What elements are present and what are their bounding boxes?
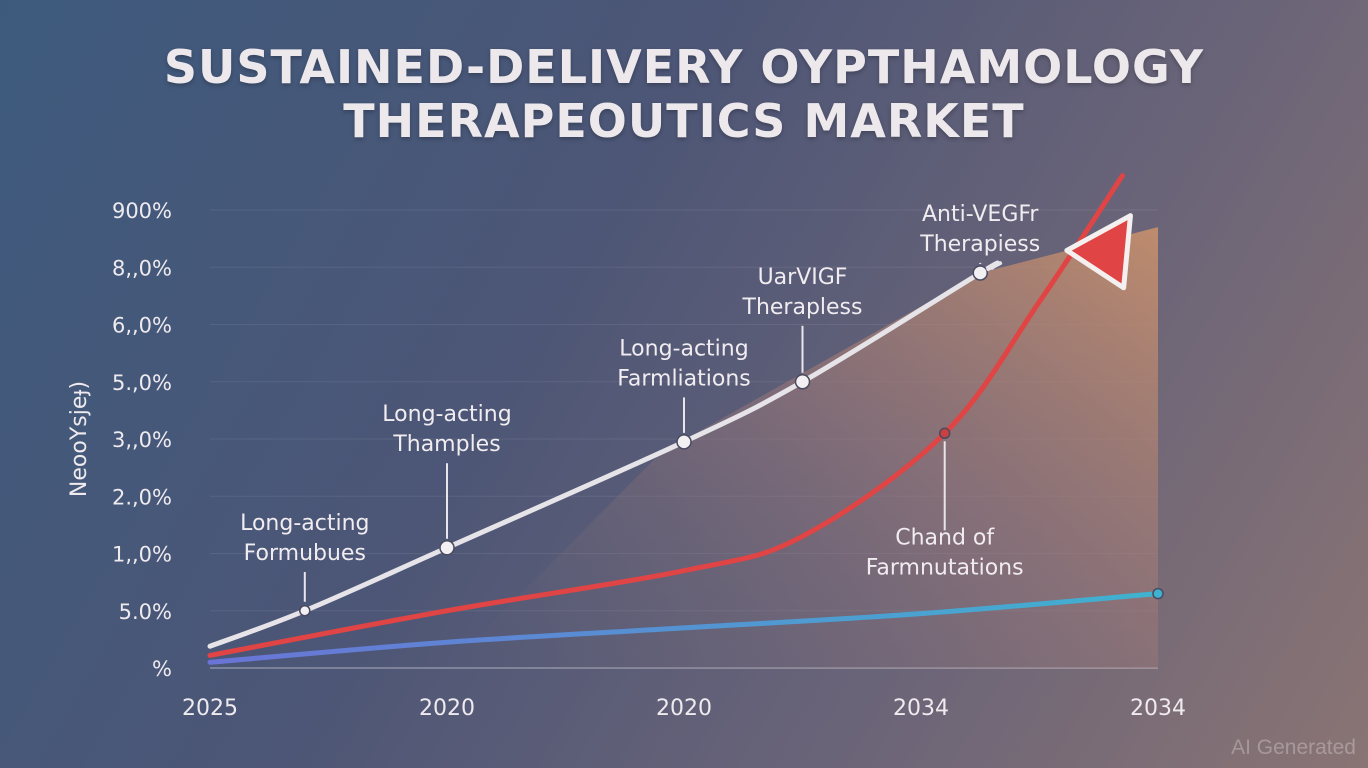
series-line-white (207, 260, 1001, 649)
data-point-white (972, 265, 988, 281)
y-tick-label: 6,,0% (112, 314, 172, 338)
annotation-label: Therapiess (919, 232, 1040, 257)
y-tick-label: 5.0% (119, 600, 172, 624)
y-tick-label: 1,,0% (112, 543, 172, 567)
annotation-label: Farmliations (617, 366, 751, 391)
annotation-label: Long-acting (382, 402, 511, 427)
series-line-blue (207, 591, 1161, 665)
y-tick-label: 2.,0% (112, 485, 172, 509)
y-tick-label: 900% (112, 199, 172, 223)
data-point-white (676, 434, 692, 450)
data-point-white (794, 374, 811, 390)
x-tick-label: 2020 (656, 696, 712, 721)
y-axis-label: NeooYsjeɟ) (67, 381, 92, 497)
annotation-label: Formubues (244, 541, 366, 566)
x-tick-label: 2025 (182, 696, 238, 721)
annotation-label: Chand of (895, 525, 995, 550)
shaded-area (447, 227, 1158, 669)
annotation-label: Anti-VEGFr (922, 202, 1039, 227)
data-point-blue (1152, 587, 1164, 600)
annotation-label: UarVIGF (758, 265, 848, 290)
watermark: AI Generated (1231, 736, 1356, 759)
x-tick-label: 2034 (893, 696, 949, 721)
y-tick-label: % (152, 657, 172, 681)
annotation-label: Farmnutations (866, 555, 1024, 580)
y-tick-label: 3,,0% (112, 428, 172, 452)
x-tick-label: 2034 (1130, 696, 1186, 721)
data-point-red (938, 427, 951, 440)
annotation-label: Thamples (392, 432, 500, 457)
chart-title-line1: SUSTAINED-DELIVERY OYPTHAMOLOGY (163, 40, 1205, 94)
chart-title-line2: THERAPEOUTICS MARKET (343, 94, 1025, 148)
x-tick-label: 2020 (419, 696, 475, 721)
annotation-label: Long-acting (240, 511, 369, 536)
data-point-white (299, 605, 311, 617)
series-line-white-tail (986, 261, 1003, 271)
annotation-label: Long-acting (619, 336, 748, 361)
y-tick-label: 5.,0% (112, 371, 172, 395)
data-point-white (439, 540, 455, 556)
series-line-red (207, 173, 1125, 658)
y-tick-label: 8,,0% (112, 256, 172, 280)
arrow-head (1064, 213, 1133, 291)
annotation-label: Therapless (742, 295, 863, 320)
